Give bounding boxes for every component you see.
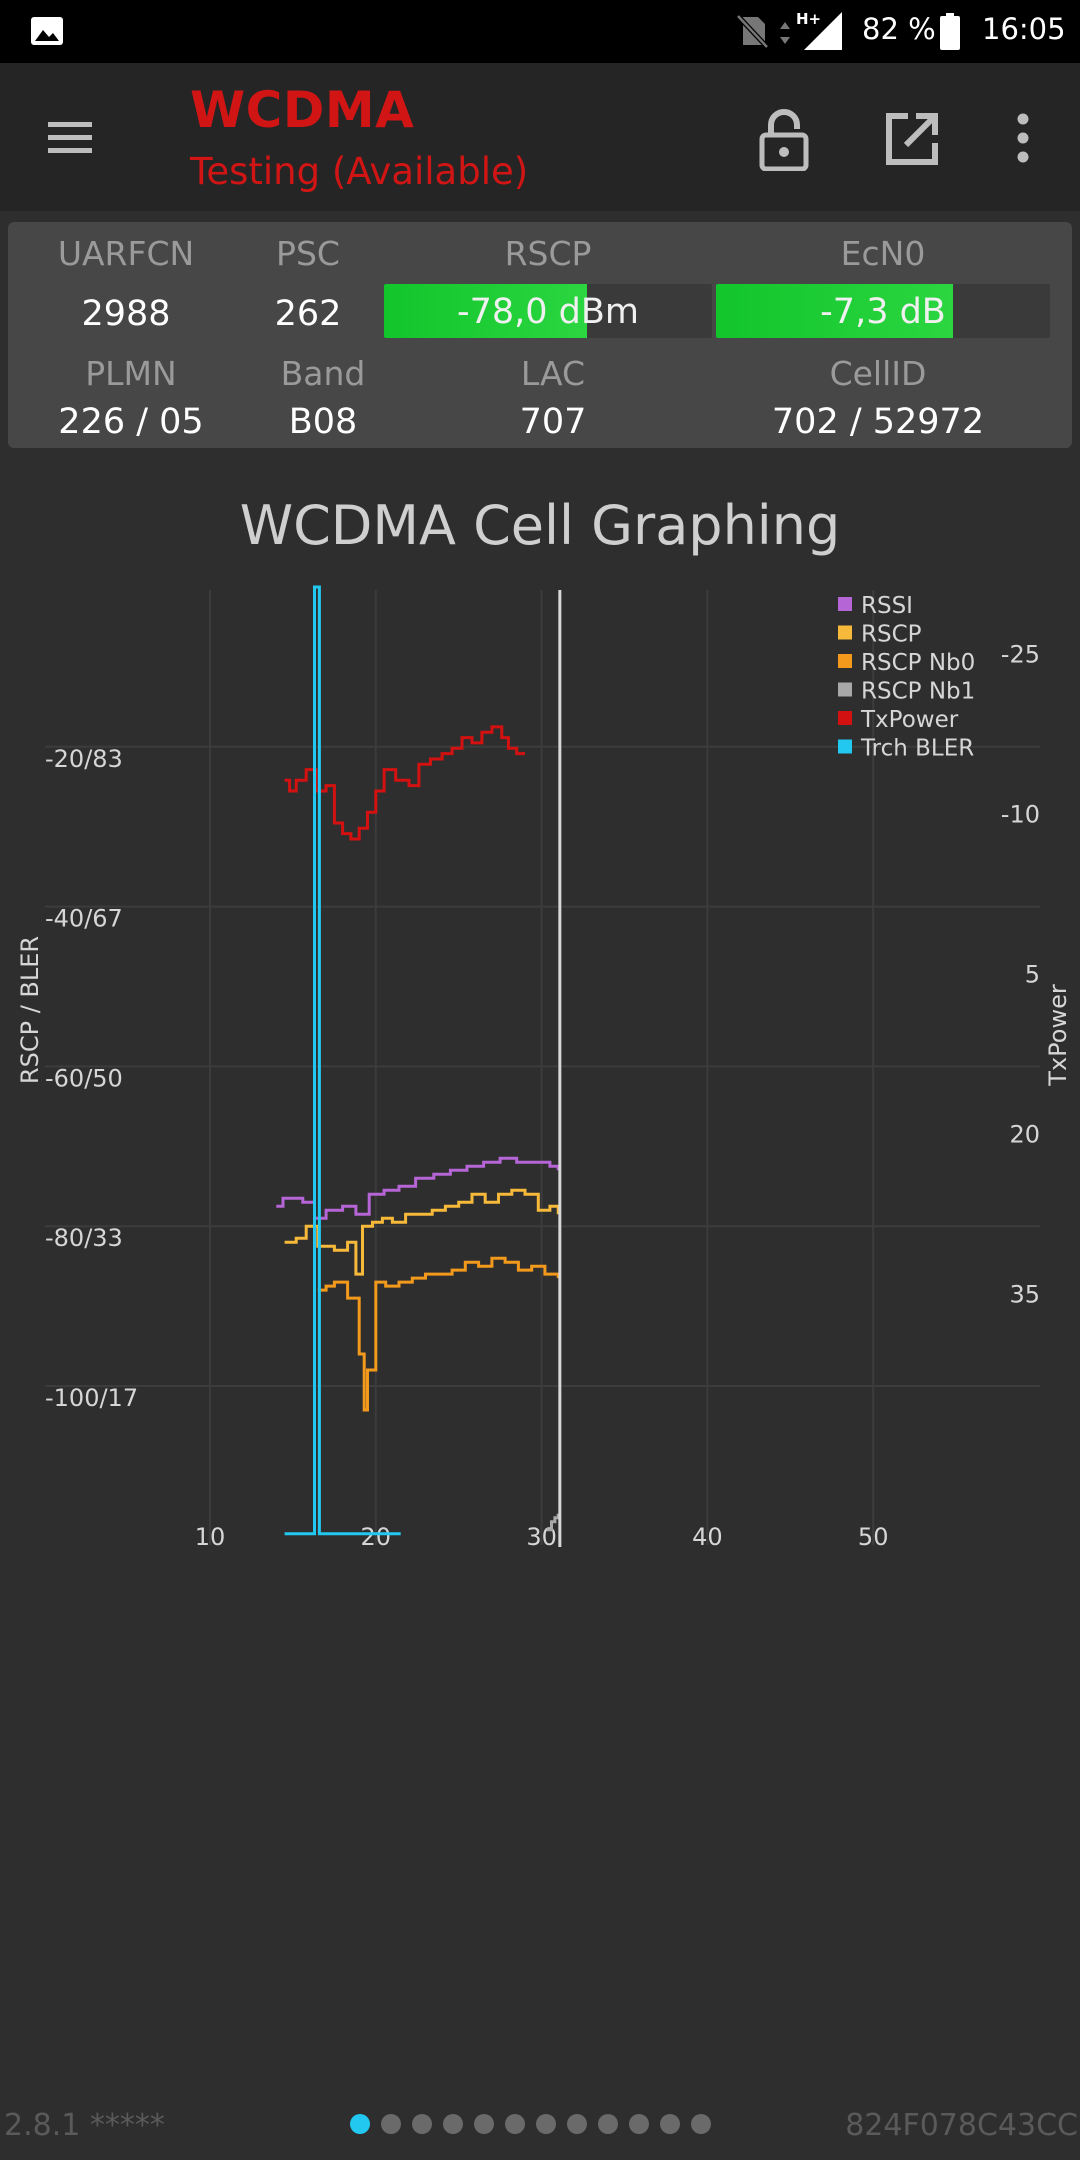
page-dot[interactable] [536, 2114, 556, 2134]
legend-label: TxPower [860, 707, 959, 733]
legend-label: RSSI [861, 593, 913, 619]
page-dot[interactable] [567, 2114, 587, 2134]
psc-label: PSC [276, 234, 340, 273]
y-axis-left-title: RSCP / BLER [16, 936, 44, 1084]
legend-swatch [838, 739, 852, 754]
page-indicator[interactable] [350, 2114, 711, 2134]
x-tick-label: 40 [692, 1523, 723, 1551]
series-line-rscp [284, 1188, 560, 1276]
clock: 16:05 [982, 12, 1066, 46]
band-label: Band [280, 354, 366, 393]
lac-label: LAC [520, 354, 586, 393]
lock-open-icon[interactable] [755, 109, 813, 171]
y-right-tick-label: -25 [1001, 640, 1040, 668]
legend-label: Trch BLER [860, 736, 974, 762]
page-dot[interactable] [598, 2114, 618, 2134]
app-subtitle: Testing (Available) [190, 150, 529, 193]
app-bar: WCDMA Testing (Available) [0, 63, 1080, 211]
device-id: 824F078C43CC [845, 2108, 1078, 2143]
series-line-rscp-nb0 [317, 1256, 560, 1412]
cellid-label: CellID [829, 354, 927, 393]
cell-graph-chart[interactable]: 10 20 30 40 50-20/83-40/67-60/50-80/33-100/1… [0, 560, 1080, 1560]
menu-icon[interactable] [42, 113, 98, 161]
legend-label: RSCP [861, 622, 922, 648]
battery-icon [940, 13, 960, 50]
legend-swatch [838, 654, 852, 668]
y-right-tick-label: 5 [1025, 960, 1040, 988]
page-dot[interactable] [350, 2114, 370, 2134]
data-updown-icon [780, 22, 790, 44]
page-dot[interactable] [381, 2114, 401, 2134]
image-icon [31, 17, 63, 45]
band-value: B08 [288, 402, 358, 442]
legend-swatch [838, 711, 852, 725]
y-right-tick-label: 35 [1009, 1280, 1040, 1308]
legend-label: RSCP Nb1 [861, 679, 975, 705]
page-dot[interactable] [691, 2114, 711, 2134]
no-sim-icon [736, 14, 769, 49]
legend-swatch [838, 682, 852, 697]
status-bar: H+ 82 % 16:05 [0, 0, 1080, 63]
series-line-rscp-nb1 [546, 1513, 560, 1532]
more-vert-icon[interactable] [1008, 109, 1038, 169]
rscp-label: RSCP [504, 234, 592, 273]
page-dot[interactable] [443, 2114, 463, 2134]
series-line-rssi [276, 1156, 560, 1220]
lac-value: 707 [519, 402, 587, 442]
rscp-bar-fill [384, 284, 588, 338]
legend-swatch [838, 597, 852, 611]
x-tick-label: 20 [361, 1523, 392, 1551]
y-right-tick-label: -10 [1001, 800, 1040, 828]
page-dot[interactable] [629, 2114, 649, 2134]
app-title: WCDMA [190, 81, 415, 139]
ecn0-bar: -7,3 dB [716, 284, 1050, 338]
y-right-tick-label: 20 [1009, 1120, 1040, 1148]
network-type: H+ [796, 10, 821, 28]
uarfcn-value: 2988 [81, 294, 171, 334]
ecn0-bar-fill [716, 284, 954, 338]
open-external-icon[interactable] [882, 109, 942, 169]
ecn0-value: -7,3 dB [820, 292, 946, 332]
y-left-tick-label: -40/67 [45, 905, 123, 933]
y-axis-right-title: TxPower [1044, 984, 1072, 1087]
x-tick-label: 50 [858, 1523, 889, 1551]
page-dot[interactable] [474, 2114, 494, 2134]
y-left-tick-label: -100/17 [45, 1384, 138, 1412]
plmn-label: PLMN [85, 354, 177, 393]
battery-percent: 82 % [862, 12, 936, 46]
y-left-tick-label: -20/83 [45, 745, 123, 773]
page-dot[interactable] [412, 2114, 432, 2134]
app-version: 2.8.1 ***** [4, 2108, 165, 2143]
legend-label: RSCP Nb0 [861, 650, 975, 676]
series-line-trch-bler [284, 585, 401, 1536]
psc-value: 262 [274, 294, 342, 334]
ecn0-label: EcN0 [840, 234, 926, 273]
cell-info-panel: UARFCN 2988 PSC 262 RSCP -78,0 dBm EcN0 … [8, 222, 1072, 448]
chart-title: WCDMA Cell Graphing [239, 494, 841, 557]
y-left-tick-label: -60/50 [45, 1064, 123, 1092]
cellid-value: 702 / 52972 [771, 402, 985, 442]
uarfcn-label: UARFCN [57, 234, 195, 273]
legend-swatch [838, 625, 852, 640]
x-tick-label: 10 [195, 1523, 226, 1551]
page-dot[interactable] [660, 2114, 680, 2134]
rscp-bar: -78,0 dBm [384, 284, 712, 338]
y-left-tick-label: -80/33 [45, 1224, 123, 1252]
signal-icon: H+ [796, 10, 842, 50]
plmn-value: 226 / 05 [58, 402, 204, 442]
rscp-value: -78,0 dBm [456, 292, 639, 332]
page-dot[interactable] [505, 2114, 525, 2134]
series-line-txpower [284, 725, 525, 841]
